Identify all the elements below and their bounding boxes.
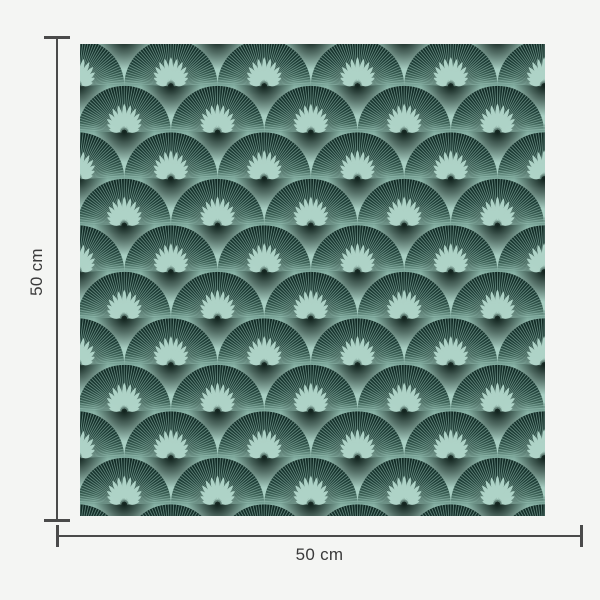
wallpaper-swatch [80, 44, 545, 516]
width-dimension-cap-left [56, 525, 59, 547]
width-dimension-label: 50 cm [295, 545, 344, 564]
height-dimension-cap-top [44, 36, 70, 39]
width-dimension-line [57, 535, 582, 538]
width-dimension-cap-right [580, 525, 583, 547]
height-dimension-label: 50 cm [27, 248, 46, 296]
height-dimension-cap-bottom [44, 519, 70, 522]
height-dimension-line [56, 37, 59, 521]
